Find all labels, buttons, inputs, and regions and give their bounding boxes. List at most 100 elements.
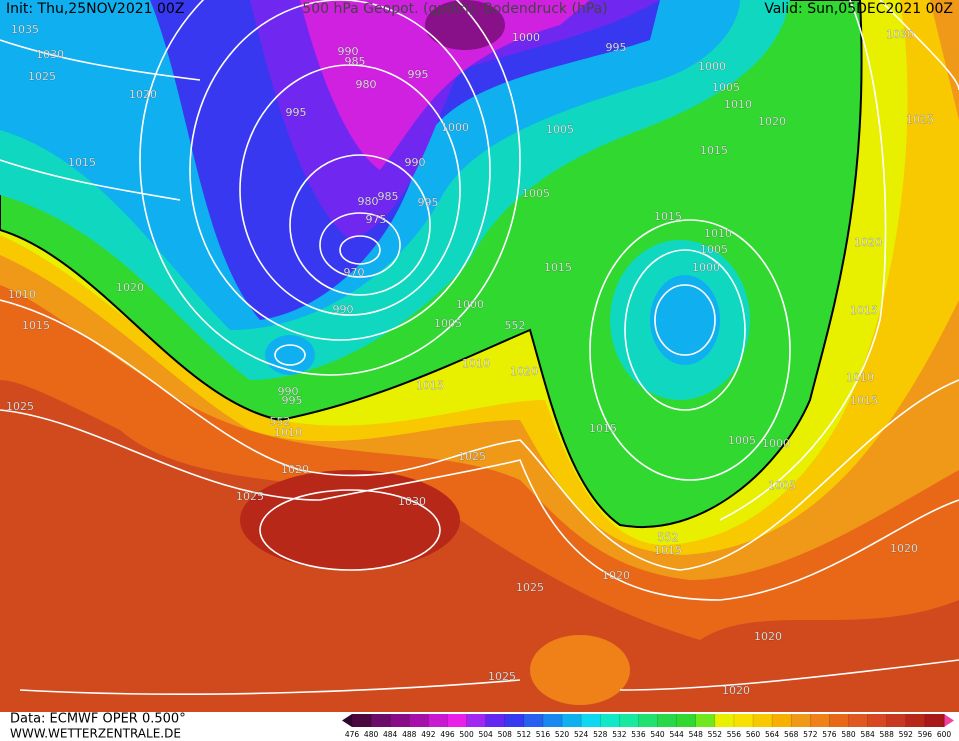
isobar-label: 1010 xyxy=(462,357,490,370)
isobar-label: 1020 xyxy=(854,236,882,249)
colorbar-tick-label: 588 xyxy=(880,730,895,739)
isobar-label: 1020 xyxy=(281,463,309,476)
isobar-label: 1020 xyxy=(116,281,144,294)
isobar-label: 995 xyxy=(418,196,439,209)
isobar-label: 1035 xyxy=(11,23,39,36)
warm-blob xyxy=(530,635,630,705)
isobar-label: 1015 xyxy=(850,304,878,317)
isobar-label: 1010 xyxy=(274,426,302,439)
colorbar-swatch xyxy=(600,714,620,727)
colorbar-tick-label: 504 xyxy=(479,730,494,739)
blue-cell xyxy=(265,335,315,375)
isobar-label: 1005 xyxy=(728,434,756,447)
isobar-label: 1030 xyxy=(886,28,914,41)
isobar-label: 990 xyxy=(333,303,354,316)
colorbar-swatch xyxy=(409,714,429,727)
isobar-label: 985 xyxy=(345,55,366,68)
colorbar-swatch xyxy=(810,714,830,727)
colorbar-tick-label: 480 xyxy=(364,730,379,739)
isobar-label: 552 xyxy=(658,531,679,544)
isobar-label: 1010 xyxy=(724,98,752,111)
isobar-label: 995 xyxy=(286,106,307,119)
colorbar-swatch xyxy=(886,714,907,727)
colorbar-tick-label: 572 xyxy=(803,730,818,739)
isobar-label: 1000 xyxy=(456,298,484,311)
colorbar-tick-label: 520 xyxy=(555,730,570,739)
colorbar-tick-label: 592 xyxy=(899,730,914,739)
isobar-label: 1025 xyxy=(6,400,34,413)
isobar-label: 1015 xyxy=(654,544,682,557)
colorbar-swatch xyxy=(466,714,487,727)
colorbar-swatch xyxy=(638,714,659,727)
colorbar-tick-label: 560 xyxy=(746,730,761,739)
isobar-label: 1005 xyxy=(700,243,728,256)
isobar-label: 1000 xyxy=(512,31,540,44)
colorbar-tick-label: 552 xyxy=(708,730,723,739)
isobar-label: 1020 xyxy=(722,684,750,697)
colorbar-tick-label: 564 xyxy=(765,730,780,739)
colorbar-tick-label: 580 xyxy=(841,730,856,739)
data-source: Data: ECMWF OPER 0.500° xyxy=(10,712,186,727)
colorbar-tick-label: 496 xyxy=(440,730,455,739)
colorbar-tick-label: 532 xyxy=(612,730,627,739)
colorbar-swatch xyxy=(829,714,850,727)
isobar-label: 1005 xyxy=(434,317,462,330)
colorbar-tick-label: 476 xyxy=(345,730,360,739)
isobar-label: 1000 xyxy=(441,121,469,134)
isobar-label: 552 xyxy=(270,415,291,428)
isobar-label: 1005 xyxy=(522,187,550,200)
colorbar-tick-label: 576 xyxy=(822,730,837,739)
colorbar-swatch xyxy=(504,714,525,727)
colorbar-swatch xyxy=(619,714,639,727)
colorbar-tick-label: 488 xyxy=(402,730,417,739)
colorbar-tick-label: 528 xyxy=(593,730,608,739)
isobar-label: 1015 xyxy=(416,379,444,392)
colorbar-swatch xyxy=(848,714,869,727)
isobar-label: 1000 xyxy=(762,437,790,450)
isobar-label: 552 xyxy=(505,319,526,332)
isobar-label: 980 xyxy=(356,78,377,91)
isobar-label: 1025 xyxy=(458,450,486,463)
isobar-label: 1020 xyxy=(754,630,782,643)
isobar-label: 1015 xyxy=(544,261,572,274)
isobar-label: 1005 xyxy=(546,123,574,136)
colorbar-swatch xyxy=(428,714,448,727)
isobar-label: 990 xyxy=(338,45,359,58)
colorbar-swatch xyxy=(753,714,773,727)
isobar-label: 1020 xyxy=(602,569,630,582)
colorbar-tick-label: 600 xyxy=(937,730,952,739)
isobar-label: 1015 xyxy=(700,144,728,157)
isobar-label: 1025 xyxy=(28,70,56,83)
magenta-zone xyxy=(300,0,590,170)
isobar-label: 1015 xyxy=(22,319,50,332)
isobar-label: 1000 xyxy=(692,261,720,274)
valid-label: Valid: Sun,05DEC2021 00Z xyxy=(764,1,953,17)
colorbar-swatch xyxy=(523,714,544,727)
colorbar-tick-label: 596 xyxy=(918,730,933,739)
colorbar-tick-label: 584 xyxy=(860,730,875,739)
colorbar-swatch xyxy=(371,714,391,727)
isobar-label: 990 xyxy=(405,156,426,169)
colorbar-swatch xyxy=(791,714,811,727)
isobar-label: 1015 xyxy=(850,394,878,407)
isobar-label: 995 xyxy=(408,68,429,81)
colorbar-high-arrow xyxy=(944,714,954,727)
isobar-label: 1025 xyxy=(906,113,934,126)
isobar-label: 1020 xyxy=(510,365,538,378)
isobar-label: 1010 xyxy=(704,227,732,240)
colorbar-swatch xyxy=(905,714,926,727)
colorbar-swatch xyxy=(390,714,410,727)
colorbar-tick-label: 556 xyxy=(727,730,742,739)
blue-trough xyxy=(650,275,720,365)
isobar-label: 1025 xyxy=(488,670,516,683)
colorbar-swatch xyxy=(485,714,506,727)
colorbar-swatch xyxy=(447,714,468,727)
colorbar-tick-label: 524 xyxy=(574,730,589,739)
colorbar-swatch xyxy=(733,714,754,727)
high-core xyxy=(240,470,460,570)
map-title: 500 hPa Geopot. (gpdm), Bodendruck (hPa) xyxy=(302,1,607,17)
colorbar-swatch xyxy=(772,714,792,727)
colorbar-swatch xyxy=(867,714,888,727)
